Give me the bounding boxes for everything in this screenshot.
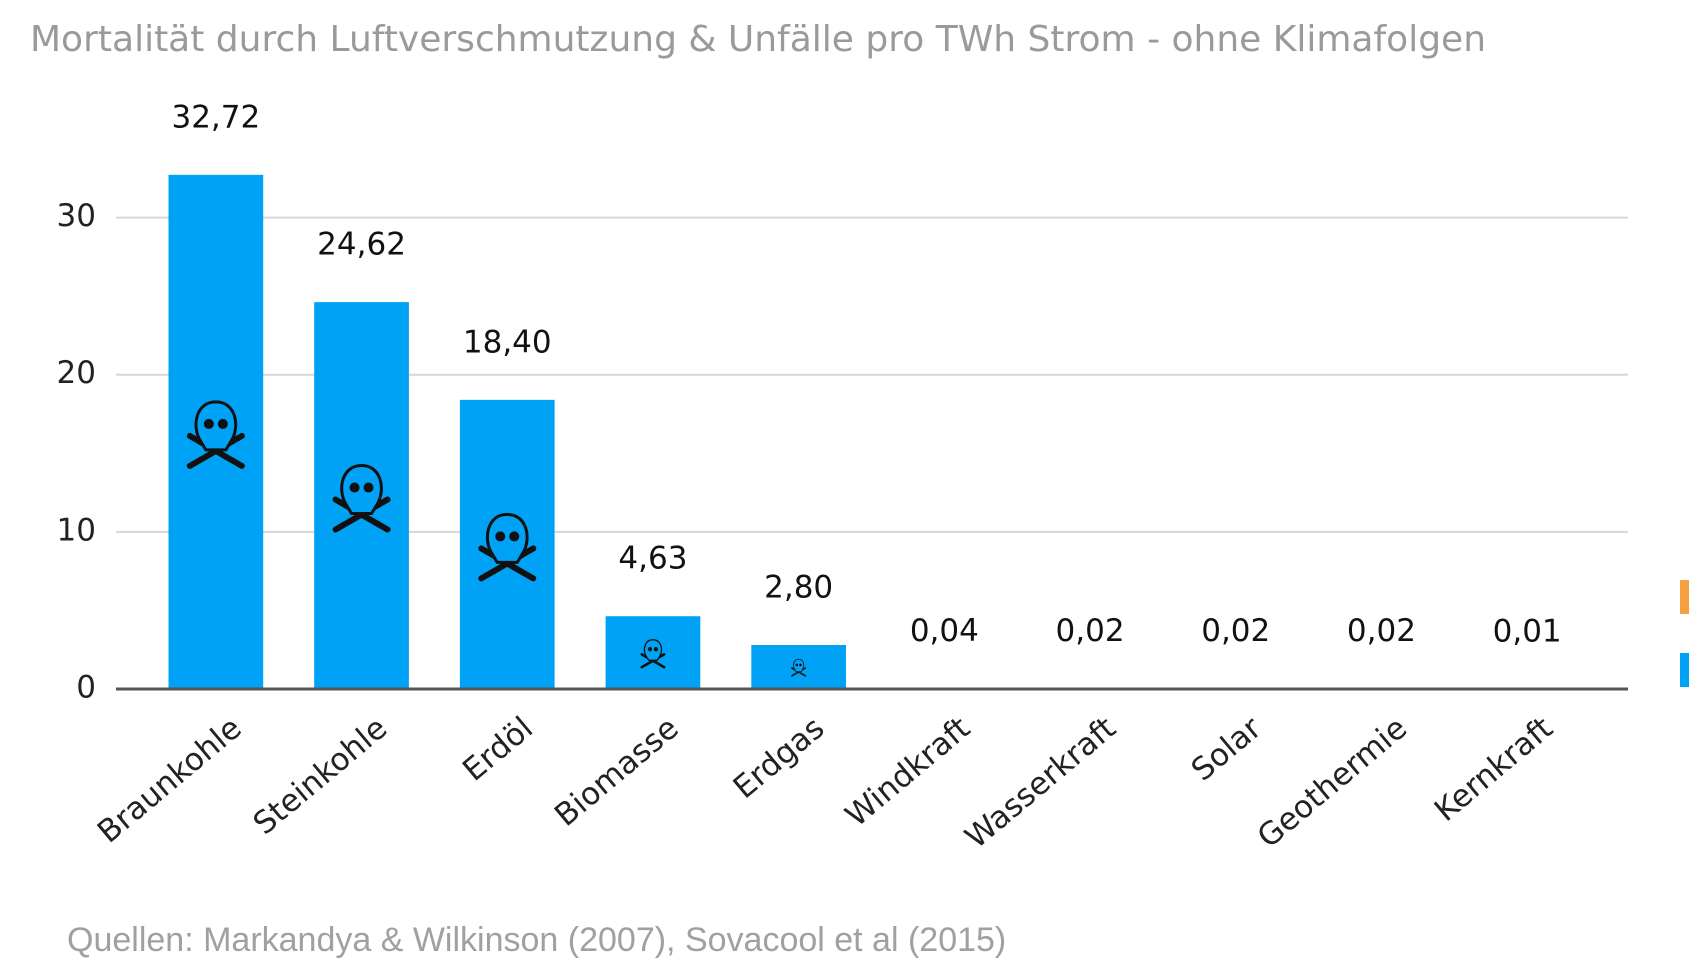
skull-head — [486, 512, 529, 564]
skull-eye — [217, 418, 228, 429]
x-tick-label: Braunkohle — [91, 710, 249, 850]
value-label: 32,72 — [171, 99, 260, 135]
skull-head — [340, 464, 383, 516]
x-tick-label: Erdöl — [456, 710, 540, 788]
skull-head — [793, 658, 805, 673]
skull-eye — [349, 482, 360, 493]
skull-icon — [791, 658, 807, 677]
skull-icon — [332, 464, 391, 533]
skull-eye — [495, 531, 506, 542]
skull-eye — [363, 482, 374, 493]
y-tick-label: 10 — [57, 512, 96, 548]
x-tick-label: Solar — [1185, 710, 1269, 789]
chart-title: Mortalität durch Luftverschmutzung & Unf… — [30, 19, 1486, 60]
legend-swatch — [1680, 653, 1689, 687]
x-tick-label: Steinkohle — [247, 710, 394, 842]
y-tick-label: 30 — [57, 198, 96, 234]
skull-eye — [653, 647, 659, 652]
skull-icon — [640, 639, 666, 669]
x-tick-label: Geothermie — [1251, 710, 1414, 855]
y-tick-label: 0 — [76, 670, 96, 706]
value-label: 0,02 — [1201, 613, 1270, 649]
value-label: 0,02 — [1347, 613, 1416, 649]
skull-eye — [203, 418, 214, 429]
skull-head — [194, 400, 238, 452]
skull-eye — [795, 663, 799, 667]
x-tick-label: Wasserkraft — [959, 710, 1123, 856]
x-tick-label: Kernkraft — [1428, 710, 1560, 829]
skull-eye — [509, 531, 520, 542]
legend-swatch — [1680, 580, 1689, 614]
value-label: 4,63 — [618, 541, 687, 577]
value-label: 24,62 — [317, 227, 406, 263]
x-tick-label: Windkraft — [839, 710, 977, 834]
x-tick-label: Biomasse — [548, 710, 686, 834]
skull-eye — [647, 647, 653, 652]
value-label: 2,80 — [764, 570, 833, 606]
value-label: 18,40 — [463, 324, 552, 360]
skull-eye — [799, 663, 802, 667]
value-label: 0,04 — [910, 613, 979, 649]
x-tick-label: Erdgas — [727, 710, 832, 806]
skull-icon — [478, 512, 537, 582]
y-tick-label: 20 — [57, 355, 96, 391]
value-label: 0,02 — [1056, 613, 1125, 649]
value-label: 0,01 — [1493, 613, 1562, 649]
source-note: Quellen: Markandya & Wilkinson (2007), S… — [67, 921, 1006, 959]
skull-icon — [186, 400, 245, 469]
skull-head — [643, 639, 663, 661]
